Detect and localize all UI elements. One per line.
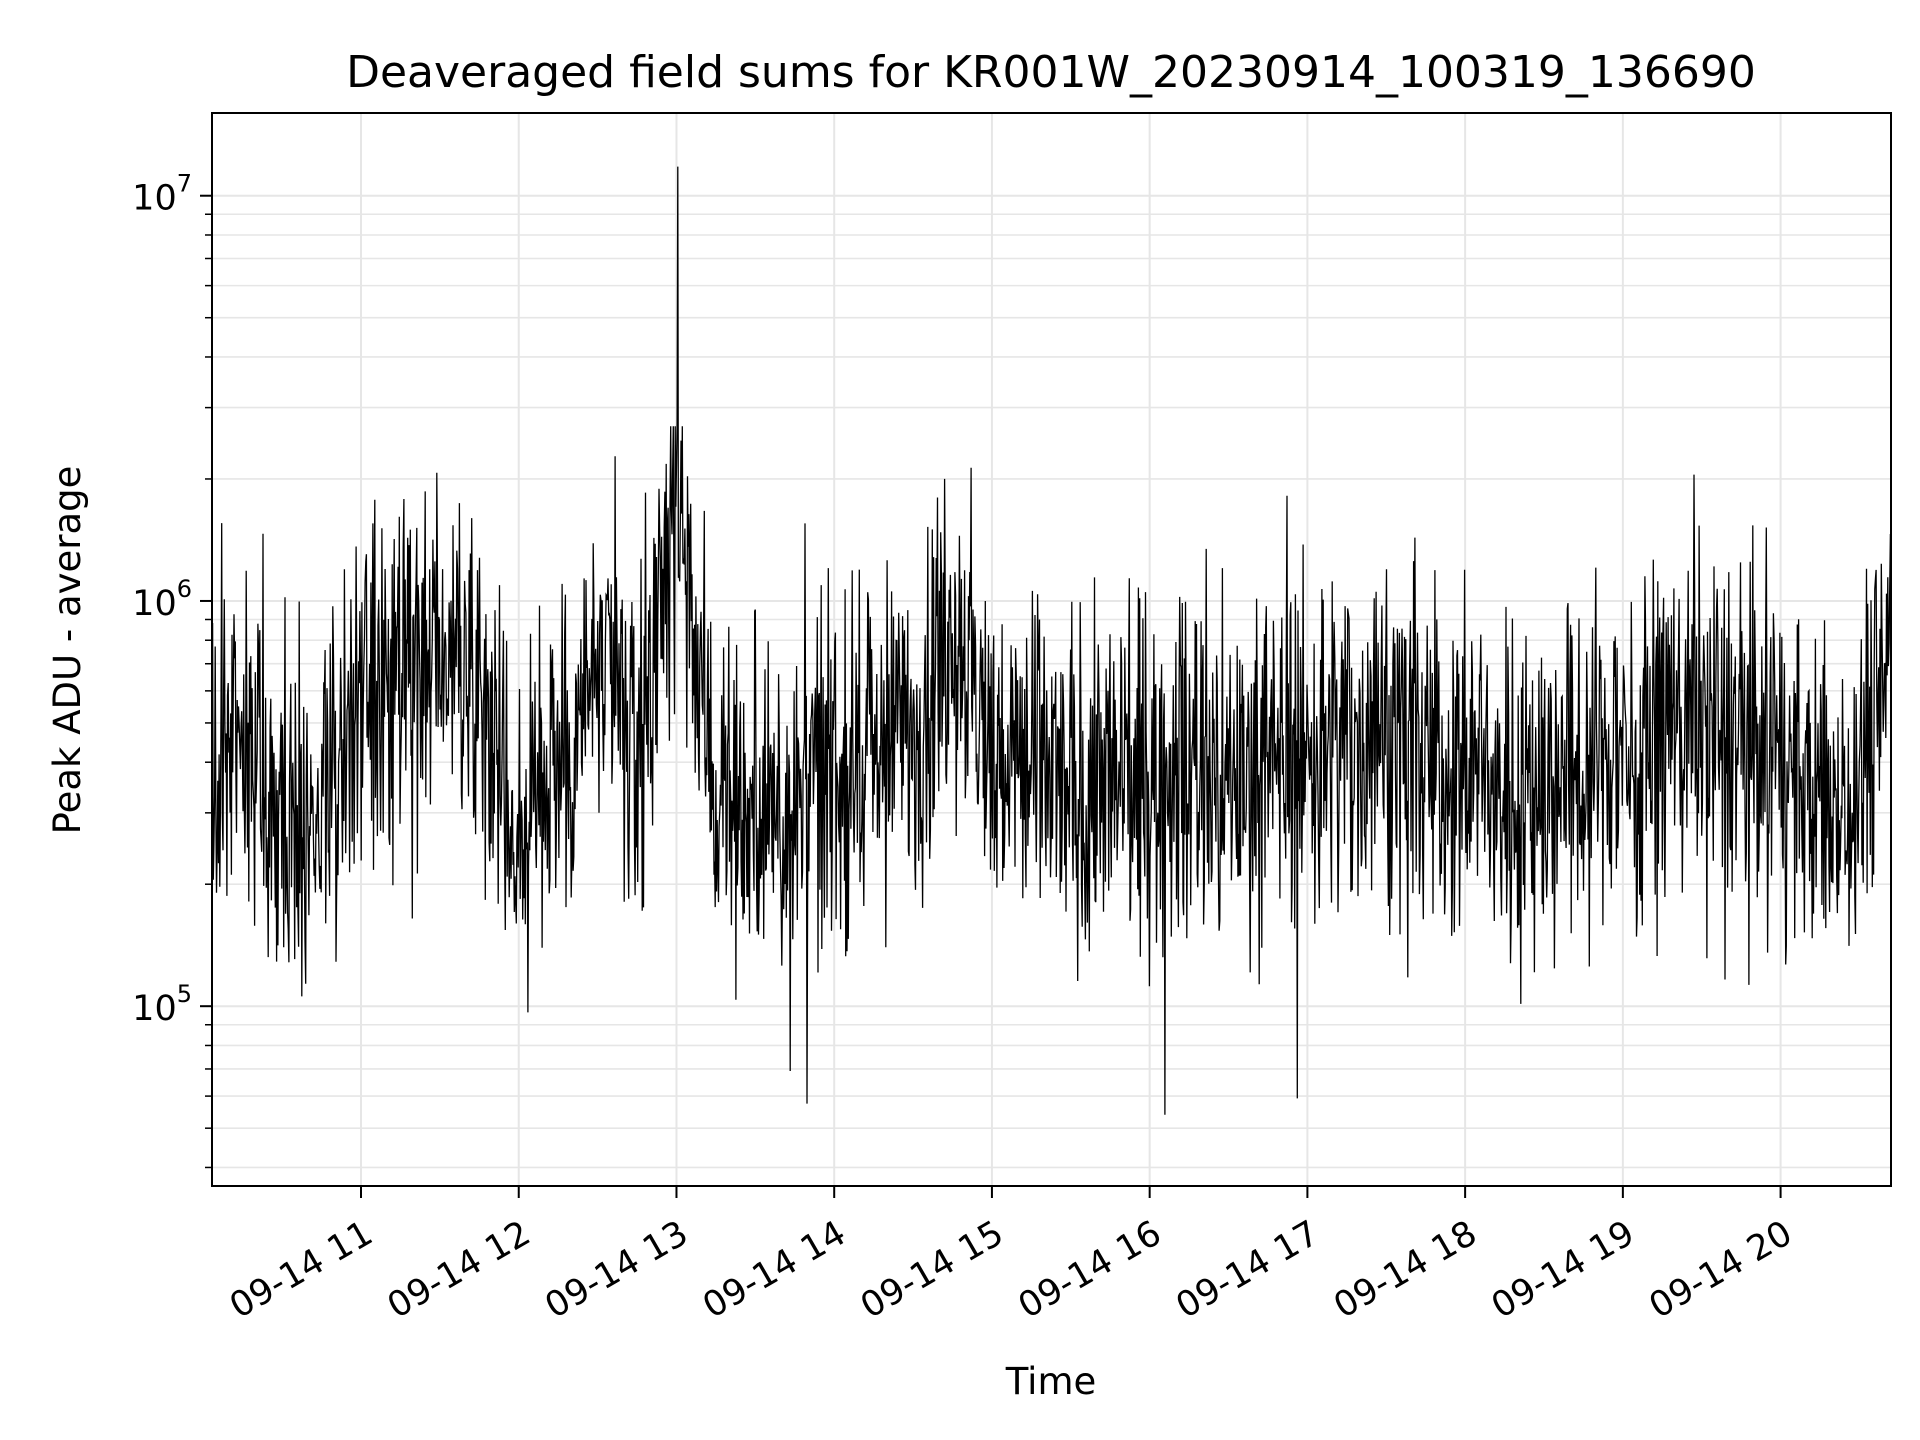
- chart-title: Deaveraged field sums for KR001W_2023091…: [346, 47, 1756, 98]
- y-tick-label: 106: [132, 575, 192, 624]
- y-tick-label: 105: [132, 980, 192, 1029]
- y-axis-label: Peak ADU - average: [46, 466, 89, 835]
- plot-frame: [211, 112, 1892, 1187]
- series-group: [211, 166, 1892, 1115]
- y-tick-label: 107: [132, 170, 192, 219]
- x-axis-label: Time: [1005, 1360, 1097, 1403]
- y-axis: 105 106 107: [132, 170, 212, 1169]
- series-line: [211, 166, 1892, 1115]
